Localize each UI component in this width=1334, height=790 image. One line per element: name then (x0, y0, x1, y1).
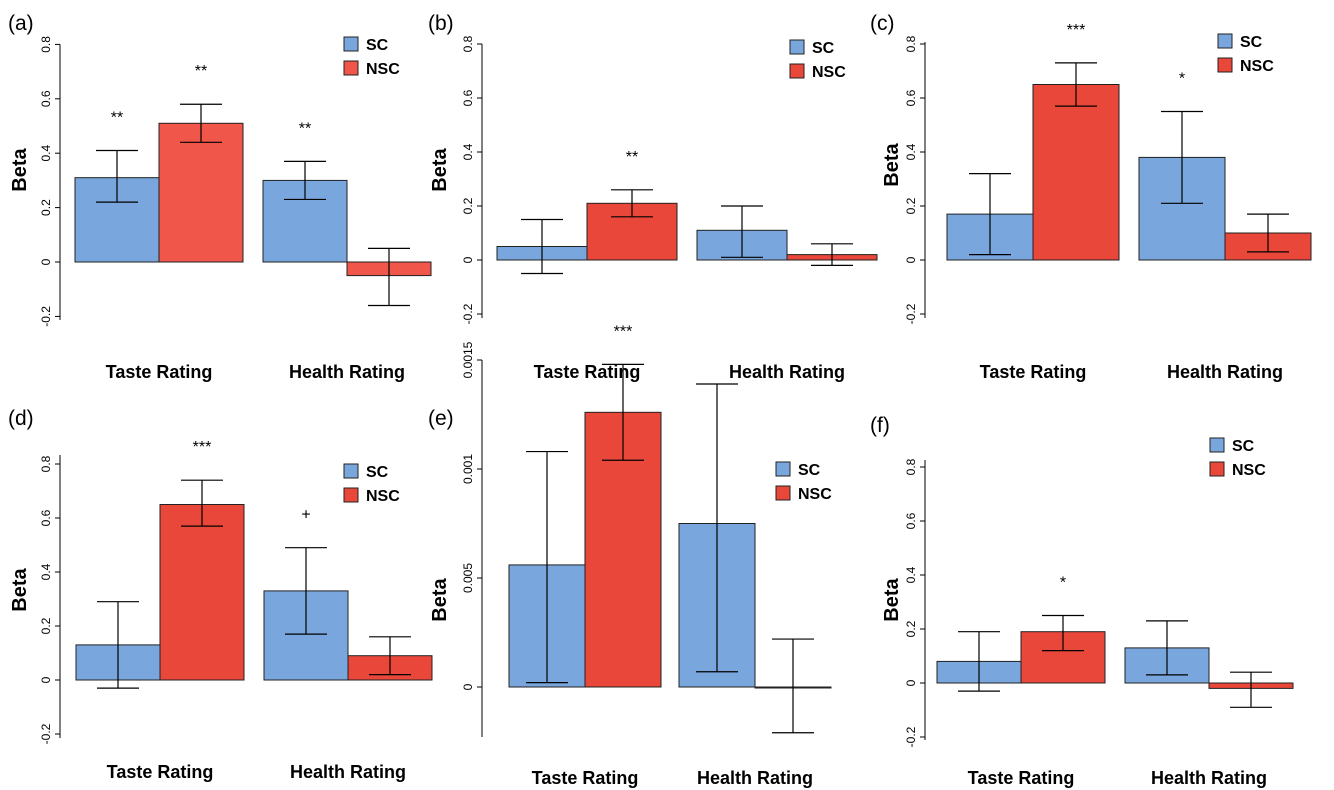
y-tick-label: 0.2 (904, 197, 918, 214)
legend-label-nsc: NSC (1232, 462, 1266, 479)
y-tick-label: 0.6 (39, 509, 53, 526)
legend-swatch-sc (775, 461, 791, 477)
bar-nsc-taste (158, 122, 244, 263)
category-label: Health Rating (1167, 362, 1283, 382)
panel-label: (f) (870, 414, 890, 437)
panel-label: (e) (428, 407, 454, 430)
y-tick-label: 0.001 (461, 454, 475, 484)
y-axis-title: Beta (881, 577, 903, 621)
legend-swatch-nsc (1209, 461, 1225, 477)
y-tick-label: 0.005 (461, 563, 475, 593)
y-tick-label: 0.6 (904, 89, 918, 106)
legend-swatch-sc (1209, 437, 1225, 453)
y-axis-title: Beta (9, 147, 31, 191)
significance-label: + (301, 507, 310, 524)
category-label: Health Rating (729, 362, 845, 382)
legend-label-nsc: NSC (366, 488, 400, 505)
legend-label-sc: SC (366, 37, 389, 54)
category-label: Taste Rating (534, 362, 641, 382)
y-tick-label: 0.4 (39, 563, 53, 580)
panel-label: (b) (428, 12, 454, 35)
category-label: Taste Rating (532, 768, 639, 788)
y-tick-label: 0.6 (39, 90, 53, 107)
category-label: Health Rating (289, 362, 405, 382)
legend-label-sc: SC (812, 40, 835, 57)
legend-swatch-nsc (789, 63, 805, 79)
significance-label: *** (614, 323, 633, 340)
y-tick-label: -0.2 (904, 726, 918, 747)
legend-swatch-nsc (343, 487, 359, 503)
y-tick-label: 0.2 (904, 620, 918, 637)
category-label: Taste Rating (980, 362, 1087, 382)
y-tick-label: 0 (461, 683, 475, 690)
y-tick-label: 0 (461, 256, 475, 263)
y-tick-label: -0.2 (39, 306, 53, 327)
category-label: Health Rating (1151, 768, 1267, 788)
y-tick-label: 0 (39, 676, 53, 683)
y-tick-label: 0.6 (904, 512, 918, 529)
legend-label-nsc: NSC (1240, 58, 1274, 75)
category-label: Health Rating (290, 762, 406, 782)
y-tick-label: 0.4 (39, 145, 53, 162)
category-label: Taste Rating (107, 762, 214, 782)
significance-label: *** (193, 439, 212, 456)
y-tick-label: 0.2 (461, 197, 475, 214)
panel-label: (c) (870, 12, 895, 35)
y-tick-label: 0.8 (904, 35, 918, 52)
legend-label-sc: SC (798, 462, 821, 479)
panel-label: (a) (8, 12, 34, 35)
y-tick-label: 0.0015 (461, 341, 475, 378)
y-axis-title: Beta (881, 142, 903, 186)
legend-label-nsc: NSC (366, 61, 400, 78)
legend-swatch-sc (343, 463, 359, 479)
y-tick-label: 0.2 (39, 617, 53, 634)
legend-label-sc: SC (366, 464, 389, 481)
significance-label: * (1179, 71, 1185, 88)
y-axis-title: Beta (9, 567, 31, 611)
legend-label-nsc: NSC (798, 486, 832, 503)
legend-swatch-nsc (775, 485, 791, 501)
y-tick-label: 0 (904, 256, 918, 263)
y-tick-label: 0 (39, 258, 53, 265)
panel-label: (d) (8, 407, 34, 430)
bar-nsc-taste (1032, 84, 1120, 261)
y-tick-label: 0.8 (39, 36, 53, 53)
y-tick-label: 0.4 (461, 143, 475, 160)
category-label: Taste Rating (968, 768, 1075, 788)
y-tick-label: 0.4 (904, 143, 918, 160)
legend-swatch-nsc (1217, 57, 1233, 73)
y-tick-label: 0.2 (39, 199, 53, 216)
y-tick-label: 0.8 (39, 455, 53, 472)
y-axis-title: Beta (429, 147, 451, 191)
y-axis-title: Beta (429, 577, 451, 621)
bar-nsc-taste (159, 504, 245, 681)
legend-label-nsc: NSC (812, 64, 846, 81)
legend-label-sc: SC (1232, 438, 1255, 455)
significance-label: * (1060, 575, 1066, 592)
y-tick-label: -0.2 (39, 723, 53, 744)
significance-label: ** (111, 109, 123, 126)
category-label: Taste Rating (106, 362, 213, 382)
y-tick-label: 0.8 (904, 458, 918, 475)
y-tick-label: 0.4 (904, 566, 918, 583)
y-tick-label: -0.2 (904, 303, 918, 324)
legend-swatch-nsc (343, 60, 359, 76)
legend-swatch-sc (789, 39, 805, 55)
significance-label: *** (1067, 22, 1086, 39)
y-tick-label: 0 (904, 679, 918, 686)
y-tick-label: 0.6 (461, 89, 475, 106)
significance-label: ** (195, 63, 207, 80)
legend-label-sc: SC (1240, 34, 1263, 51)
legend-swatch-sc (343, 36, 359, 52)
significance-label: ** (626, 149, 638, 166)
category-label: Health Rating (697, 768, 813, 788)
significance-label: ** (299, 120, 311, 137)
y-tick-label: -0.2 (461, 303, 475, 324)
y-tick-label: 0.8 (461, 35, 475, 52)
legend-swatch-sc (1217, 33, 1233, 49)
